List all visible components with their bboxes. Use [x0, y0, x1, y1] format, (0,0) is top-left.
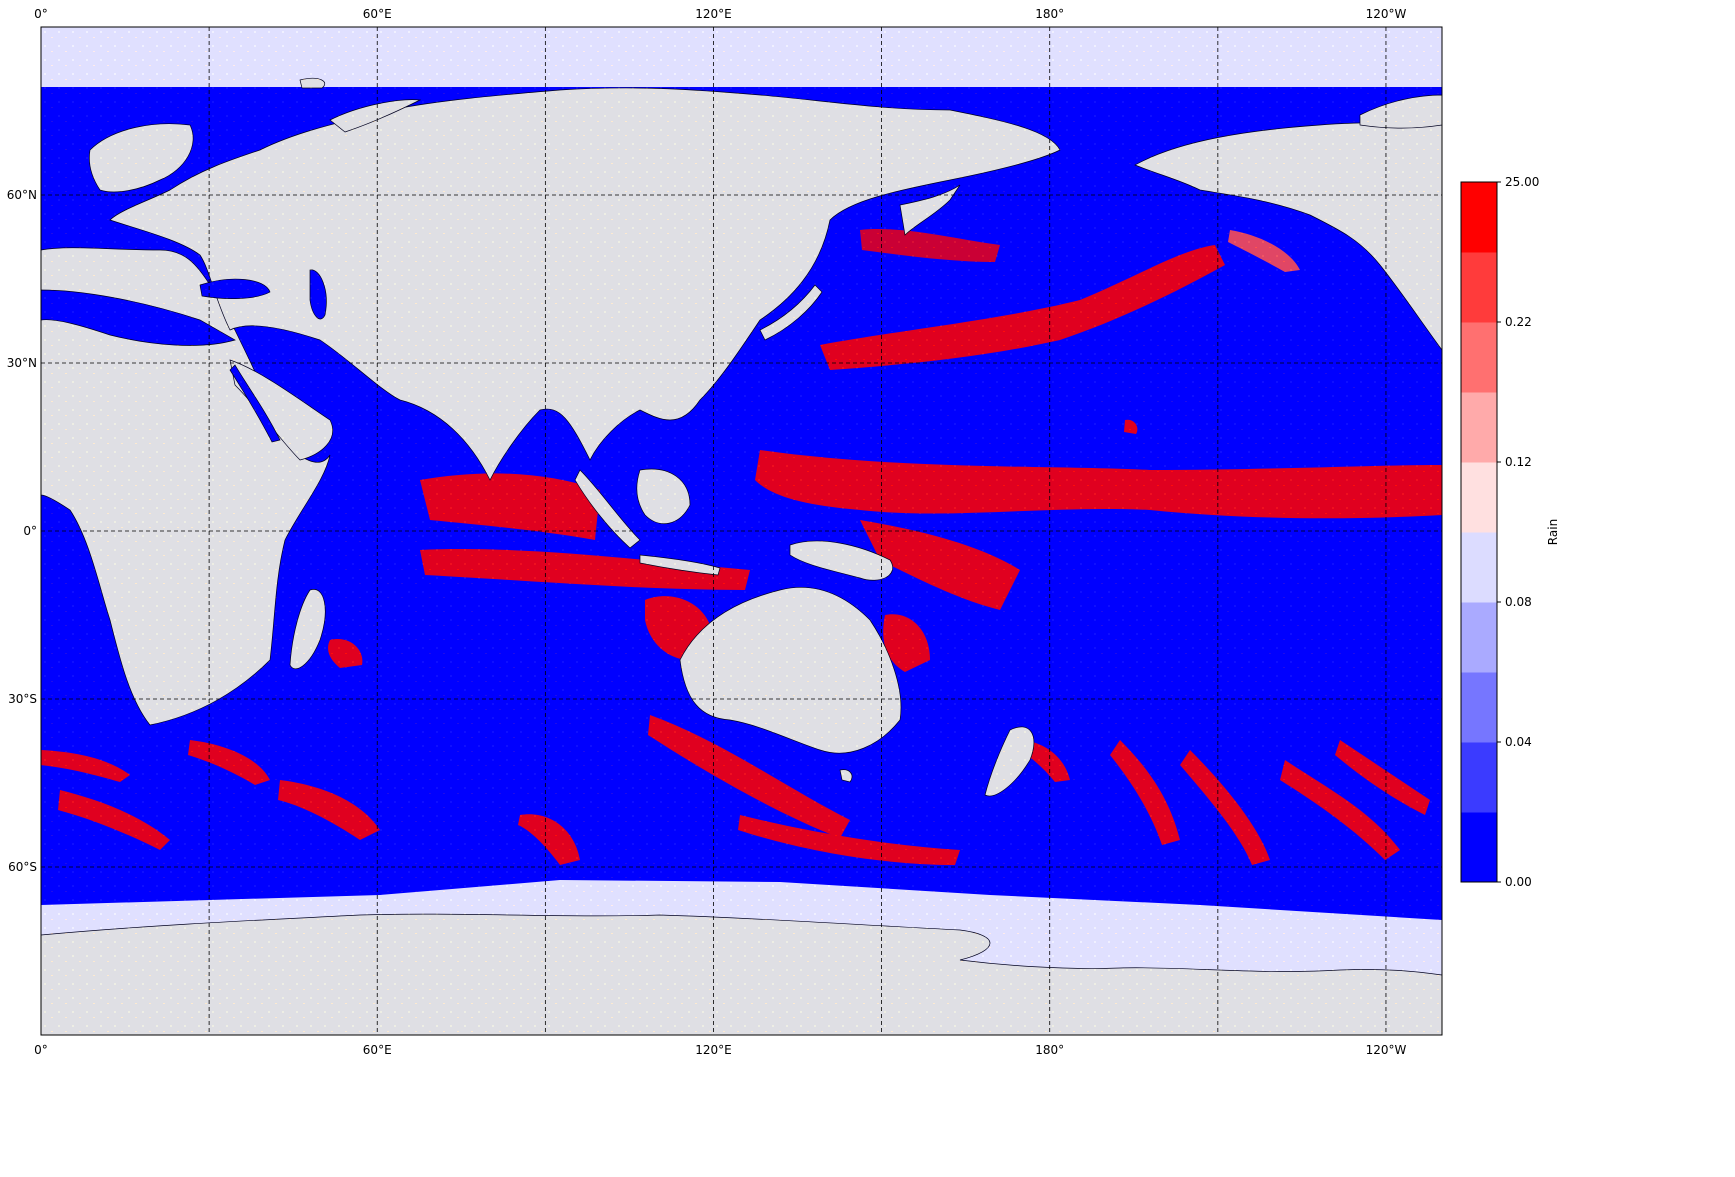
- bottom-lon-label: 60°E: [363, 1043, 392, 1057]
- top-lon-label: 120°E: [695, 7, 732, 21]
- top-lon-label: 60°E: [363, 7, 392, 21]
- top-lon-label: 0°: [34, 7, 48, 21]
- rain-map-figure: 0° 60°E 120°E 180° 120°W 0° 60°E 120°E 180° 120°W…: [7, 7, 1560, 1057]
- colorbar-segment: [1461, 532, 1497, 603]
- colorbar-tick-label: 0.12: [1505, 455, 1532, 469]
- colorbar-tick-label: 0.00: [1505, 875, 1532, 889]
- colorbar-segment: [1461, 742, 1497, 813]
- colorbar-frame: [1460, 181, 1498, 883]
- colorbar-segment: [1461, 322, 1497, 393]
- lat-label: 0°: [23, 524, 37, 538]
- colorbar-segment: [1461, 812, 1497, 883]
- bottom-lon-label: 0°: [34, 1043, 48, 1057]
- colorbar-segment: [1461, 462, 1497, 533]
- colorbar-segment: [1461, 672, 1497, 743]
- colorbar: 25.00 0.22 0.12 0.08 0.04 0.00: [1460, 175, 1539, 889]
- bottom-lon-label: 180°: [1035, 1043, 1064, 1057]
- top-lon-label: 180°: [1035, 7, 1064, 21]
- colorbar-tick-label: 0.22: [1505, 315, 1532, 329]
- colorbar-tick-label: 25.00: [1505, 175, 1539, 189]
- gridlines: [41, 27, 1442, 1035]
- lat-label: 60°S: [8, 860, 37, 874]
- top-lon-label: 120°W: [1366, 7, 1407, 21]
- colorbar-tick-label: 0.08: [1505, 595, 1532, 609]
- lat-label: 30°N: [7, 356, 37, 370]
- tick-labels: 0° 60°E 120°E 180° 120°W 0° 60°E 120°E 180° 120°W…: [7, 7, 1407, 1057]
- bottom-lon-label: 120°E: [695, 1043, 732, 1057]
- colorbar-title: Rain: [1546, 519, 1560, 545]
- colorbar-tick-label: 0.04: [1505, 735, 1532, 749]
- colorbar-segment: [1461, 602, 1497, 673]
- lat-label: 30°S: [8, 692, 37, 706]
- colorbar-segment: [1461, 182, 1497, 253]
- colorbar-segment: [1461, 252, 1497, 323]
- colorbar-segment: [1461, 392, 1497, 463]
- lat-label: 60°N: [7, 188, 37, 202]
- bottom-lon-label: 120°W: [1366, 1043, 1407, 1057]
